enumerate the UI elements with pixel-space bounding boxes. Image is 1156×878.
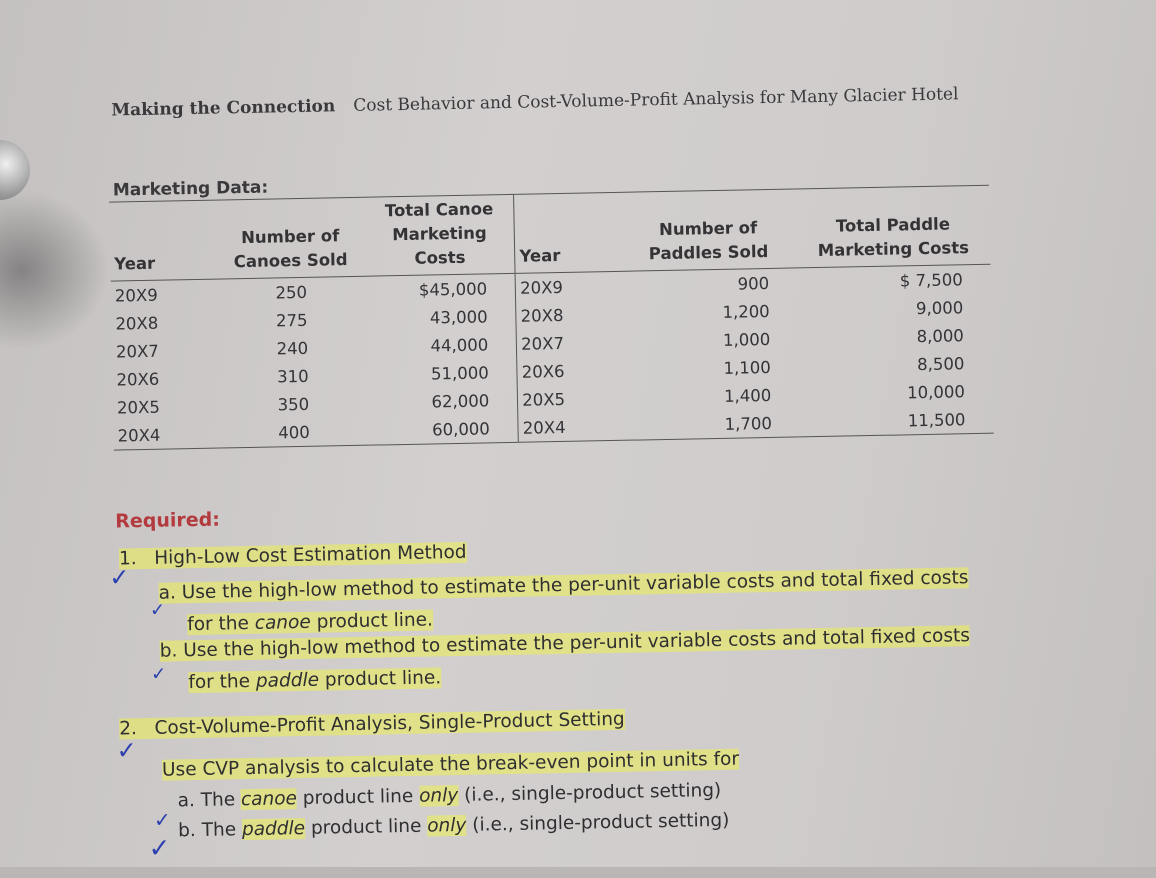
pen-check-icon: ✓ — [149, 599, 166, 621]
table-cell: 20X9 — [515, 271, 622, 302]
q2a-mid: product line — [296, 785, 420, 810]
table-cell: 9,000 — [915, 297, 964, 318]
column-header: Number of Paddles Sold — [648, 218, 769, 264]
table-cell: 350 — [277, 394, 310, 414]
q1-title: High-Low Cost Estimation Method — [154, 541, 467, 569]
q2b-post: (i.e., single-product setting) — [466, 809, 730, 836]
q2b: b. The paddle product line only (i.e., s… — [178, 810, 730, 842]
q1a-line1: a. Use the high-low method to estimate t… — [158, 567, 969, 604]
header-lead: Making the Connection — [111, 96, 336, 121]
table-cell: 1,000 — [722, 329, 771, 350]
pen-check-icon: ✓ — [148, 833, 171, 864]
table-cell: 10,000 — [907, 381, 966, 402]
table-cell: 20X7 — [115, 341, 159, 362]
header-title: Cost Behavior and Cost-Volume-Profit Ana… — [353, 84, 959, 116]
table-cell: 20X8 — [515, 299, 623, 330]
table-cell: 250 — [275, 282, 308, 302]
q1a-pre: for the — [187, 612, 255, 636]
table-cell: 1,200 — [722, 301, 770, 322]
q1b-marker: b. — [159, 640, 178, 662]
marketing-data-table: Year Number of Canoes Sold Total Canoe Mar… — [109, 184, 994, 451]
pen-check-icon: ✓ — [150, 663, 167, 685]
q1a-em: canoe — [254, 611, 311, 634]
table-cell: 20X6 — [516, 355, 624, 386]
q2b-em1: paddle — [241, 817, 306, 841]
table-cell: 11,500 — [907, 409, 966, 430]
q2-heading: 2. Cost-Volume-Profit Analysis, Single-P… — [119, 708, 625, 740]
q2b-em2: only — [427, 814, 467, 837]
table-cell: 60,000 — [431, 418, 490, 439]
table-cell: 20X9 — [114, 285, 158, 306]
page-header: Making the Connection Cost Behavior and C… — [111, 84, 958, 120]
q2a-pre: The — [200, 789, 242, 811]
pen-check-icon: ✓ — [116, 736, 138, 765]
q2a-marker: a. — [177, 790, 196, 812]
table-cell: 1,700 — [724, 413, 773, 434]
q1b-em: paddle — [255, 669, 320, 692]
table-cell: 20X5 — [517, 383, 624, 414]
column-header: Year — [114, 253, 156, 274]
column-header: Number of Canoes Sold — [233, 226, 348, 272]
q1a-text: Use the high-low method to estimate the … — [181, 567, 969, 604]
table-cell: 51,000 — [430, 362, 489, 383]
table-cell: 20X8 — [115, 313, 159, 334]
q1b-pre: for the — [188, 670, 257, 694]
table-cell: 1,100 — [723, 357, 771, 378]
q1-heading: 1. High-Low Cost Estimation Method — [118, 541, 467, 570]
q1a-line2: for the canoe product line. — [187, 609, 434, 636]
q2b-marker: b. — [178, 820, 197, 842]
q2a-em1: canoe — [240, 788, 298, 811]
q2a-post: (i.e., single-product setting) — [458, 779, 722, 807]
q2-title: Cost-Volume-Profit Analysis, Single-Prod… — [154, 708, 625, 739]
column-header: Total Paddle Marketing Costs — [817, 214, 970, 261]
q1b-post: product line. — [318, 667, 442, 691]
table-cell: 20X6 — [116, 369, 160, 390]
q2a: a. The canoe product line only (i.e., si… — [177, 780, 721, 811]
table-cell: 1,400 — [723, 385, 772, 406]
q2a-em2: only — [418, 785, 459, 807]
required-heading: Required: — [115, 508, 221, 533]
marketing-data-label: Marketing Data: — [112, 177, 269, 201]
table-cell: 310 — [276, 366, 309, 386]
table-cell: 8,000 — [916, 325, 965, 346]
table-cell: 62,000 — [431, 390, 490, 411]
q1a-post: product line. — [310, 609, 434, 633]
table-cell: 44,000 — [430, 334, 489, 355]
column-header: Year — [513, 192, 621, 274]
table-cell: 400 — [278, 422, 310, 442]
table-cell: 20X7 — [516, 327, 623, 358]
pen-check-icon: ✓ — [153, 807, 171, 832]
table-cell: 240 — [276, 338, 309, 358]
table-cell: 20X4 — [518, 411, 625, 443]
q1b-line2: for the paddle product line. — [188, 667, 442, 694]
table-cell: 8,500 — [916, 353, 965, 374]
table-cell: $45,000 — [418, 278, 488, 300]
q2-intro: Use CVP analysis to calculate the break-… — [161, 748, 740, 781]
q2b-pre: The — [201, 819, 243, 841]
table-cell: 43,000 — [429, 306, 488, 327]
table-cell: 20X5 — [116, 397, 161, 418]
table-cell: 275 — [275, 310, 308, 330]
column-header: Total Canoe Marketing Costs — [384, 199, 494, 268]
q2b-mid: product line — [304, 815, 428, 839]
table-cell: 20X4 — [117, 425, 161, 445]
pen-check-icon: ✓ — [109, 563, 130, 592]
table-cell: $ 7,500 — [899, 269, 963, 290]
table-cell: 900 — [737, 273, 770, 294]
binder-shadow — [0, 190, 110, 350]
